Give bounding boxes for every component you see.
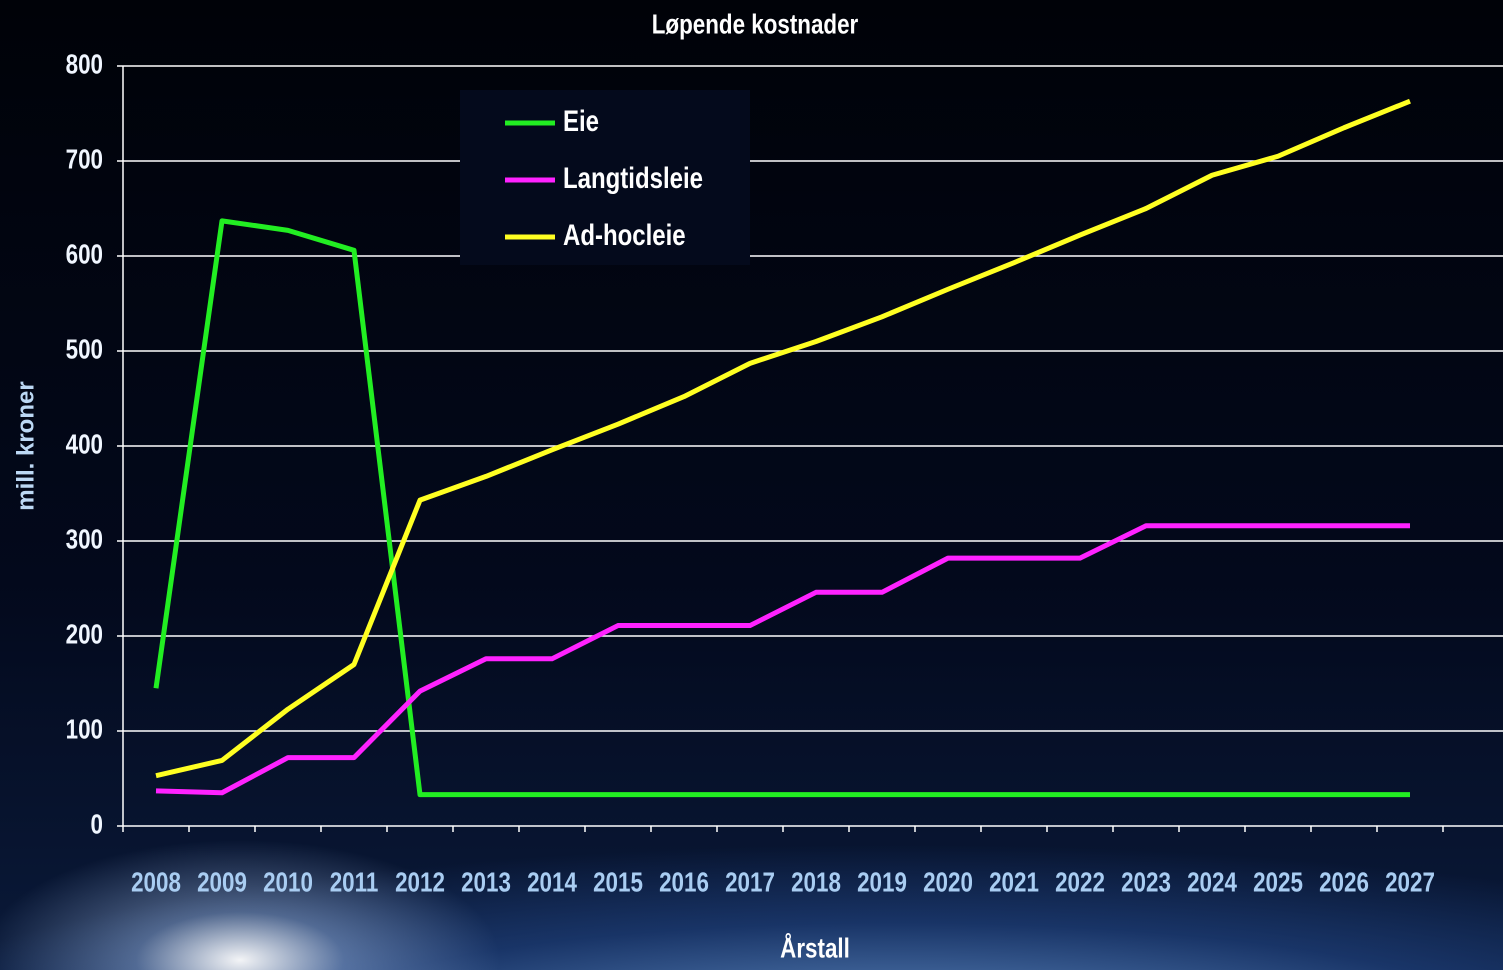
legend-label: Ad-hocleie (563, 217, 686, 251)
x-axis-label: Årstall (780, 932, 850, 964)
x-tick-label: 2009 (197, 867, 247, 898)
x-tick-label: 2027 (1385, 867, 1435, 898)
x-tick-label: 2011 (330, 867, 379, 898)
x-tick-label: 2021 (989, 867, 1039, 898)
x-tick-label: 2024 (1187, 867, 1237, 898)
series-line (155, 523, 1410, 796)
series-line (155, 98, 1411, 779)
x-tick-label: 2025 (1253, 867, 1303, 898)
x-tick-label: 2016 (659, 867, 709, 898)
y-tick-label: 500 (66, 334, 103, 365)
x-tick-label: 2023 (1121, 867, 1171, 898)
x-tick-label: 2013 (461, 867, 511, 898)
x-tick-label: 2019 (857, 867, 907, 898)
legend-label: Eie (563, 103, 599, 137)
x-tick-label: 2012 (395, 867, 445, 898)
y-axis-label: mill. kroner (12, 381, 39, 510)
x-tick-label: 2017 (725, 867, 775, 898)
x-tick-label: 2018 (791, 867, 841, 898)
legend-label: Langtidsleie (563, 160, 703, 194)
y-tick-label: 400 (66, 429, 103, 460)
x-tick-label: 2015 (593, 867, 643, 898)
x-tick-label: 2014 (527, 867, 577, 898)
chart-title: Løpende kostnader (652, 9, 859, 40)
y-tick-label: 100 (66, 714, 103, 745)
y-tick-label: 700 (66, 144, 103, 175)
x-tick-label: 2010 (263, 867, 313, 898)
x-tick-label: 2020 (923, 867, 973, 898)
y-tick-label: 300 (66, 524, 103, 555)
x-tick-label: 2022 (1055, 867, 1105, 898)
series-line (153, 218, 1410, 798)
y-tick-label: 0 (91, 809, 103, 840)
y-tick-label: 600 (66, 239, 103, 270)
x-tick-label: 2026 (1319, 867, 1369, 898)
x-tick-label: 2008 (131, 867, 181, 898)
y-tick-label: 200 (66, 619, 103, 650)
y-tick-label: 800 (66, 49, 103, 80)
